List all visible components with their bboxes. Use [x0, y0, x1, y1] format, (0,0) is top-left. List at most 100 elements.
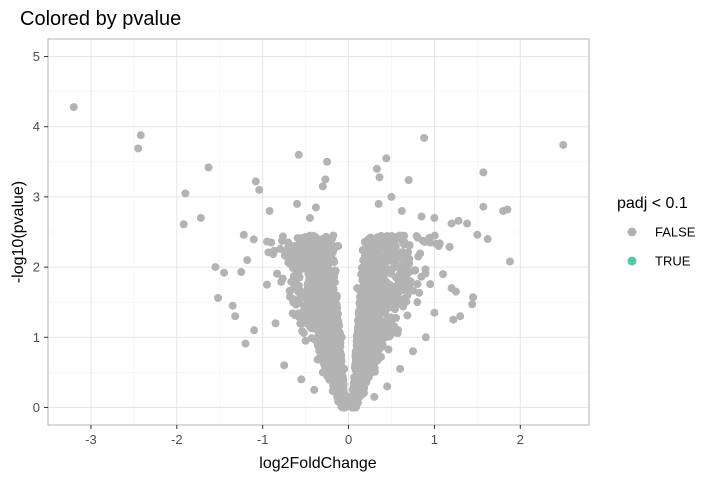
data-point — [375, 173, 384, 182]
data-point — [369, 251, 378, 260]
data-point — [393, 329, 402, 338]
data-point — [337, 333, 346, 342]
x-tick-label: -1 — [257, 432, 269, 447]
plot-panel — [47, 38, 590, 426]
data-point — [304, 294, 313, 303]
data-point — [239, 230, 248, 239]
data-point — [359, 283, 368, 292]
data-point — [290, 241, 299, 250]
data-point — [417, 212, 426, 221]
data-point — [361, 263, 370, 272]
data-point — [384, 345, 393, 354]
data-point — [389, 252, 398, 261]
data-point — [181, 189, 190, 198]
data-point — [311, 203, 320, 212]
x-tick-label: 1 — [431, 432, 438, 447]
data-point — [306, 322, 315, 331]
data-point — [231, 312, 240, 321]
data-point — [469, 293, 478, 302]
y-tick-label: 2 — [33, 260, 40, 275]
data-point — [299, 328, 308, 337]
data-point — [329, 294, 338, 303]
legend-key — [627, 227, 637, 237]
data-point — [358, 378, 367, 387]
data-point — [293, 199, 302, 208]
data-point — [421, 265, 430, 274]
data-point — [367, 278, 376, 287]
data-point — [401, 286, 410, 295]
x-tick-label: 0 — [345, 432, 352, 447]
panel-border — [47, 38, 590, 426]
data-point — [360, 296, 369, 305]
data-point — [399, 295, 408, 304]
data-point — [278, 274, 287, 283]
y-tick-label: 1 — [33, 330, 40, 345]
data-point — [439, 270, 448, 279]
data-point — [372, 164, 381, 173]
data-point — [323, 157, 332, 166]
data-point — [265, 206, 274, 215]
data-point — [318, 368, 327, 377]
data-point — [228, 301, 237, 310]
data-point — [463, 219, 472, 228]
data-point — [383, 382, 392, 391]
data-point — [314, 319, 323, 328]
data-point — [296, 293, 305, 302]
data-point — [418, 236, 427, 245]
data-point — [324, 339, 333, 348]
data-point — [400, 261, 409, 270]
legend: padj < 0.1 FALSE TRUE — [617, 195, 696, 269]
y-tick-label: 3 — [33, 189, 40, 204]
data-point — [447, 219, 456, 228]
data-point — [445, 242, 454, 251]
data-point — [214, 293, 223, 302]
data-point — [354, 389, 363, 398]
data-point — [365, 360, 374, 369]
data-point — [397, 206, 406, 215]
data-point — [353, 371, 362, 380]
data-point — [416, 249, 425, 258]
data-point — [375, 344, 384, 353]
data-point — [360, 312, 369, 321]
data-point — [340, 364, 349, 373]
data-point — [220, 268, 229, 277]
data-point — [358, 272, 367, 281]
data-point — [503, 205, 512, 214]
data-point — [473, 230, 482, 239]
data-point — [327, 239, 336, 248]
data-point — [387, 192, 396, 201]
data-point — [305, 280, 314, 289]
data-point — [251, 177, 260, 186]
data-point — [313, 296, 322, 305]
data-point — [301, 336, 310, 345]
data-point — [322, 351, 331, 360]
data-point — [479, 168, 488, 177]
data-point — [292, 269, 301, 278]
data-point — [361, 243, 370, 252]
data-point — [369, 240, 378, 249]
data-point — [314, 237, 323, 246]
data-point — [328, 329, 337, 338]
data-point — [360, 252, 369, 261]
legend-label: TRUE — [655, 254, 691, 269]
data-point — [286, 286, 295, 295]
data-point — [380, 276, 389, 285]
data-point — [243, 256, 252, 265]
data-point — [328, 248, 337, 257]
data-point — [380, 323, 389, 332]
data-point — [204, 163, 213, 172]
data-point — [426, 280, 435, 289]
data-point — [371, 315, 380, 324]
data-point — [293, 252, 302, 261]
data-point — [454, 216, 463, 225]
data-point — [382, 154, 391, 163]
data-point — [357, 361, 366, 370]
data-point — [287, 277, 296, 286]
data-point — [273, 269, 282, 278]
legend-label: FALSE — [655, 225, 696, 240]
data-point — [415, 288, 424, 297]
data-point — [408, 347, 417, 356]
data-point — [196, 213, 205, 222]
data-point — [449, 315, 458, 324]
data-point — [334, 317, 343, 326]
